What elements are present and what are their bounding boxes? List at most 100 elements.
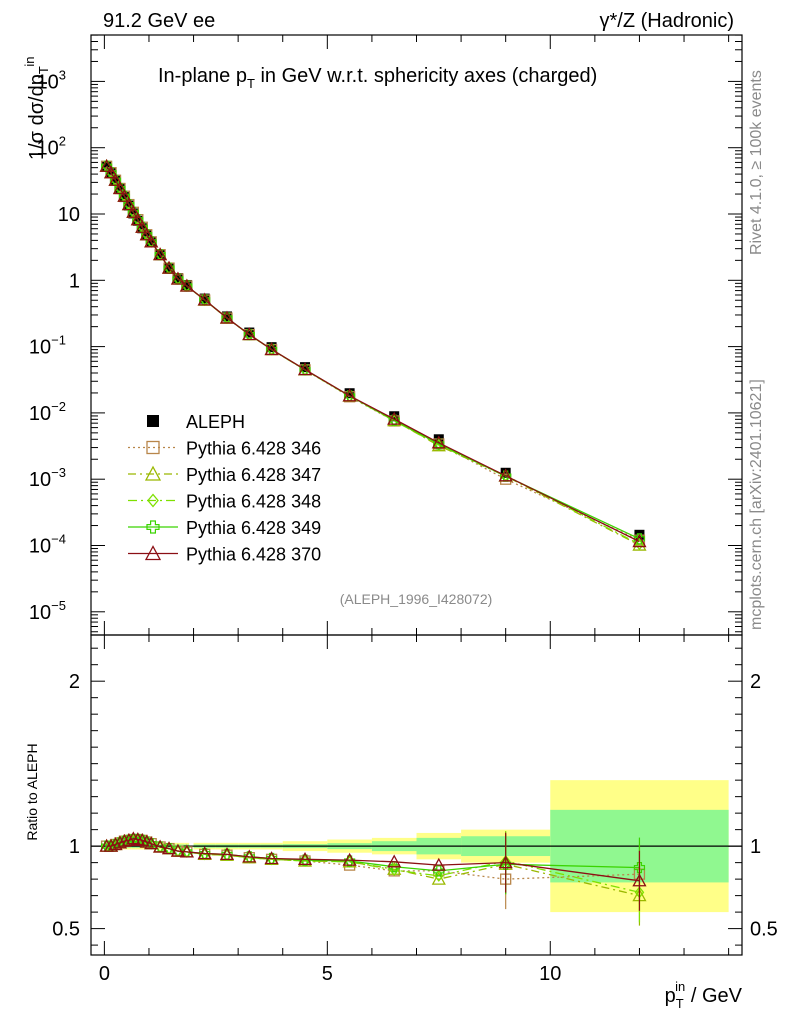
series-main-p346: [100, 160, 646, 546]
y-tick-label: 10−3: [29, 465, 66, 491]
marker-triangle: [130, 832, 145, 846]
marker-triangle: [112, 181, 128, 195]
marker-triangle: [144, 545, 162, 561]
xlabel-sup: in: [675, 979, 685, 994]
series-line: [106, 165, 640, 546]
ratio-tick-label-right: 2: [750, 671, 761, 693]
marker-triangle: [103, 838, 119, 852]
marker-data: [181, 279, 192, 290]
series-ratio-p370: [99, 831, 647, 911]
marker-diamond: [147, 493, 159, 508]
series-line: [106, 165, 640, 545]
marker-diamond: [433, 869, 444, 882]
y-tick-base: 10: [29, 602, 51, 624]
ratio-tick-label-right: 1: [750, 836, 761, 858]
marker-triangle: [498, 468, 513, 482]
marker-triangle: [121, 833, 136, 847]
y-tick-base: 10: [37, 71, 59, 93]
chart-title: In-plane pT in GeV w.r.t. sphericity axe…: [158, 65, 597, 91]
marker-data: [344, 388, 355, 399]
xlabel-b: / GeV: [685, 985, 742, 1007]
y-tick-base: 10: [37, 138, 59, 160]
marker-cross: [633, 533, 646, 545]
marker-triangle: [242, 849, 257, 863]
marker-triangle: [170, 271, 186, 285]
y-tick-exp: −2: [51, 399, 66, 414]
y-tick-label: 103: [37, 67, 66, 93]
marker-cross: [633, 861, 646, 874]
marker-triangle: [342, 388, 357, 402]
marker-triangle: [242, 327, 257, 341]
y-tick-base: 1: [69, 270, 80, 292]
marker-triangle: [387, 411, 402, 425]
y-tick-label: 10−4: [29, 531, 66, 557]
marker-triangle: [161, 841, 177, 855]
marker-triangle: [498, 855, 513, 869]
x-tick-label: 5: [322, 963, 333, 985]
ratio-tick-label-left: 0.5: [52, 919, 80, 941]
marker-triangle: [144, 465, 162, 481]
process-label: γ*/Z (Hadronic): [600, 10, 734, 32]
marker-triangle: [264, 342, 279, 356]
marker-cross: [433, 438, 445, 450]
marker-triangle: [144, 836, 159, 850]
title-sub: T: [247, 76, 255, 91]
x-tick-label: 10: [539, 963, 561, 985]
marker-triangle: [179, 278, 194, 292]
marker-triangle: [139, 227, 154, 241]
marker-data: [221, 311, 232, 322]
legend-label: Pythia 6.428 346: [186, 439, 321, 459]
y-tick-exp: −1: [51, 333, 66, 348]
series-main-p347: [99, 158, 647, 551]
marker-triangle: [170, 843, 186, 857]
marker-triangle: [126, 204, 141, 218]
marker-data: [199, 293, 210, 304]
marker-triangle: [431, 857, 446, 871]
series-main-p348: [101, 160, 645, 551]
marker-triangle: [264, 851, 279, 865]
title-a: In-plane p: [158, 65, 247, 87]
analysis-id: (ALEPH_1996_I428072): [340, 591, 493, 607]
marker-triangle: [197, 292, 212, 306]
ratio-tick-label-left: 2: [69, 671, 80, 693]
xlabel-a: p: [665, 985, 676, 1007]
legend-label: Pythia 6.428 347: [186, 465, 321, 485]
y-tick-base: 10: [29, 535, 51, 557]
ylabel-a: 1/σ dσ/dp: [26, 74, 48, 160]
marker-triangle: [219, 847, 235, 861]
ylabel-sub: T: [36, 66, 51, 74]
legend-entry-p348: Pythia 6.428 348: [128, 492, 321, 512]
y-tick-exp: 3: [59, 67, 66, 82]
marker-square: [146, 440, 160, 455]
legend-label: Pythia 6.428 349: [186, 518, 321, 538]
series-aleph-main: [101, 161, 645, 540]
marker-triangle: [108, 837, 123, 851]
xlabel-sub: T: [676, 996, 684, 1011]
marker-triangle: [632, 534, 647, 548]
legend-entry-p346: Pythia 6.428 346: [128, 439, 321, 459]
marker-data: [244, 327, 255, 338]
marker-triangle: [126, 831, 141, 845]
uncertainty-bands: [91, 780, 742, 913]
y-tick-label: 10−5: [29, 598, 66, 624]
data-marks: [99, 158, 647, 926]
title-b: in GeV w.r.t. sphericity axes (charged): [255, 65, 597, 87]
series-line: [106, 165, 640, 543]
legend-label: Pythia 6.428 348: [186, 492, 321, 512]
marker-data: [266, 342, 277, 353]
marker-triangle: [197, 846, 212, 860]
y-tick-label: 10: [58, 204, 80, 226]
legend-label: Pythia 6.428 370: [186, 545, 321, 565]
ratio-plot-frame: [90, 634, 743, 956]
rivet-label: Rivet 4.1.0, ≥ 100k events: [748, 70, 765, 255]
marker-triangle: [103, 165, 119, 179]
marker-triangle: [153, 839, 168, 853]
legend-entry-p347: Pythia 6.428 347: [128, 465, 321, 485]
legend-entry-p370: Pythia 6.428 370: [128, 545, 321, 565]
y-tick-label: 1: [69, 270, 80, 292]
y-tick-base: 10: [29, 403, 51, 425]
marker-triangle: [108, 172, 123, 186]
y-tick-exp: −5: [51, 598, 66, 613]
x-axis-title: pTin / GeV: [665, 979, 743, 1011]
